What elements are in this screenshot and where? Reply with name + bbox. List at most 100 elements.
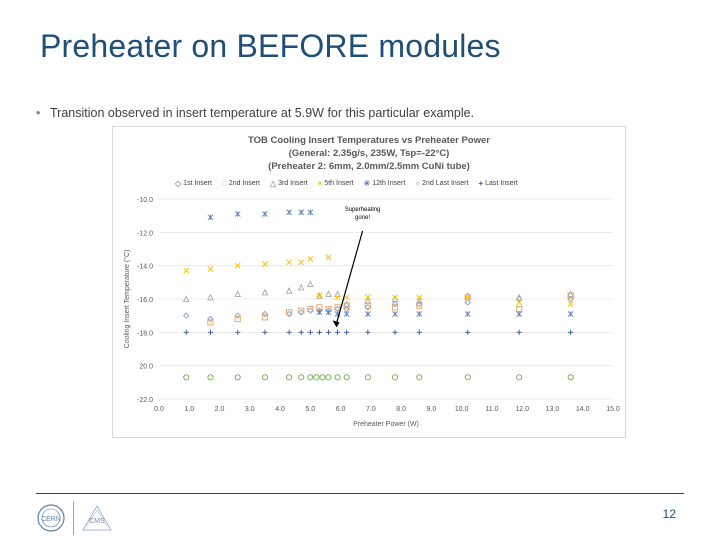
y-tick-label: -22.0	[137, 397, 153, 404]
point-1st-insert	[207, 315, 214, 323]
point-5th-insert	[316, 292, 323, 299]
point-3rd-insert	[182, 295, 190, 303]
point-5th-insert	[567, 301, 574, 307]
y-tick-label: -18.0	[137, 330, 153, 337]
point-2nd-insert	[286, 309, 293, 316]
point-5th-insert	[464, 294, 471, 301]
annotation-arrow-line	[335, 230, 364, 324]
point-5th-insert	[286, 259, 293, 266]
point-2nd-last-insert	[313, 374, 320, 381]
page-number: 12	[662, 507, 676, 521]
point-last-insert	[307, 329, 313, 335]
point-2nd-last-insert	[286, 374, 293, 381]
point-3rd-insert	[364, 297, 372, 304]
point-last-insert	[286, 329, 292, 335]
legend-item: △ 3rd Insert	[270, 179, 308, 188]
point-2nd-insert	[261, 314, 268, 321]
point-1st-insert	[285, 310, 293, 318]
legend-label: 2nd Last Insert	[422, 180, 469, 187]
bullet-label: Transition observed in insert temperatur…	[50, 106, 475, 120]
point-1st-insert	[364, 304, 372, 311]
point-12th-insert	[234, 211, 241, 217]
point-2nd-last-insert	[325, 374, 332, 381]
point-3rd-insert	[515, 293, 523, 301]
point-12th-insert	[464, 311, 471, 317]
point-3rd-insert	[567, 290, 574, 298]
point-last-insert	[416, 329, 422, 335]
point-2nd-last-insert	[207, 374, 214, 381]
bullet-text: • Transition observed in insert temperatu…	[36, 106, 474, 120]
point-2nd-insert	[298, 307, 305, 314]
point-12th-insert	[307, 209, 314, 216]
y-tick-label: -12.0	[137, 230, 153, 237]
point-12th-insert	[325, 309, 332, 316]
cern-logo-icon: CERN	[37, 504, 65, 532]
point-5th-insert	[234, 262, 241, 269]
point-3rd-insert	[325, 290, 332, 298]
legend-item: ✳ 12th Insert	[364, 179, 406, 188]
x-tick-label: 3.0	[245, 406, 255, 413]
legend-label: Last Insert	[485, 180, 518, 187]
point-2nd-last-insert	[343, 374, 350, 381]
point-12th-insert	[516, 311, 523, 317]
legend-marker-icon: ○	[415, 179, 421, 188]
point-1st-insert	[261, 310, 269, 318]
chart-plot-area: -10.0 -12.0 -14.0 -16.0 -18.0 20.0 -22.00.0 1.0…	[123, 197, 620, 428]
x-tick-label: 4.0	[275, 406, 285, 413]
chart-title-line-1: TOB Cooling Insert Temperatures vs Prehe…	[248, 135, 490, 146]
point-5th-insert	[364, 294, 371, 301]
footer-divider	[36, 493, 684, 494]
legend-item: + Last Insert	[478, 179, 517, 188]
point-1st-insert	[234, 312, 241, 319]
point-2nd-last-insert	[392, 374, 399, 381]
x-tick-label: 11.0	[485, 406, 498, 413]
legend-item: × 5th Insert	[318, 179, 354, 188]
x-tick-label: 0.0	[154, 406, 164, 413]
logo-separator	[73, 501, 74, 535]
bullet-dot: •	[36, 106, 41, 120]
point-2nd-last-insert	[334, 374, 341, 381]
point-12th-insert	[298, 209, 305, 216]
point-3rd-insert	[415, 297, 423, 304]
point-5th-insert	[516, 299, 523, 306]
point-last-insert	[365, 329, 371, 335]
x-tick-label: 1.0	[184, 406, 194, 413]
point-2nd-last-insert	[307, 374, 314, 381]
legend-item: □ 2nd Insert	[222, 179, 260, 188]
point-1st-insert	[183, 312, 190, 319]
point-2nd-last-insert	[183, 374, 190, 381]
point-12th-insert	[567, 311, 574, 317]
x-tick-label: 2.0	[215, 406, 225, 413]
point-3rd-insert	[207, 293, 214, 301]
point-last-insert	[334, 329, 341, 335]
x-axis-label: Preheater Power (W)	[353, 421, 419, 428]
point-2nd-last-insert	[416, 374, 423, 381]
point-3rd-insert	[316, 292, 323, 299]
x-tick-label: 13.0	[546, 406, 560, 413]
y-axis-label: Cooling Insert Temperature (°C)	[123, 250, 131, 349]
point-1st-insert	[464, 299, 471, 306]
point-last-insert	[262, 329, 268, 335]
point-2nd-insert	[334, 304, 341, 311]
point-last-insert	[183, 329, 189, 335]
legend-marker-icon: △	[269, 179, 277, 188]
point-2nd-last-insert	[464, 374, 471, 381]
y-tick-label: -14.0	[137, 264, 153, 271]
legend-marker-icon: ✳	[363, 179, 371, 188]
point-1st-insert	[334, 305, 341, 313]
point-2nd-last-insert	[319, 374, 326, 381]
x-tick-label: 6.0	[336, 406, 346, 413]
legend-item: ◇ 1st Insert	[175, 179, 212, 188]
legend-label: 1st Insert	[183, 180, 212, 187]
point-1st-insert	[307, 307, 314, 314]
point-12th-insert	[416, 311, 423, 317]
x-tick-label: 12.0	[515, 406, 529, 413]
point-12th-insert	[262, 211, 268, 217]
point-5th-insert	[207, 266, 214, 272]
point-5th-insert	[298, 259, 305, 266]
point-2nd-last-insert	[234, 374, 241, 381]
annotation-text: Superheating	[345, 207, 381, 213]
point-last-insert	[298, 329, 304, 335]
legend-label: 3rd Insert	[278, 180, 308, 187]
point-5th-insert	[325, 254, 332, 261]
